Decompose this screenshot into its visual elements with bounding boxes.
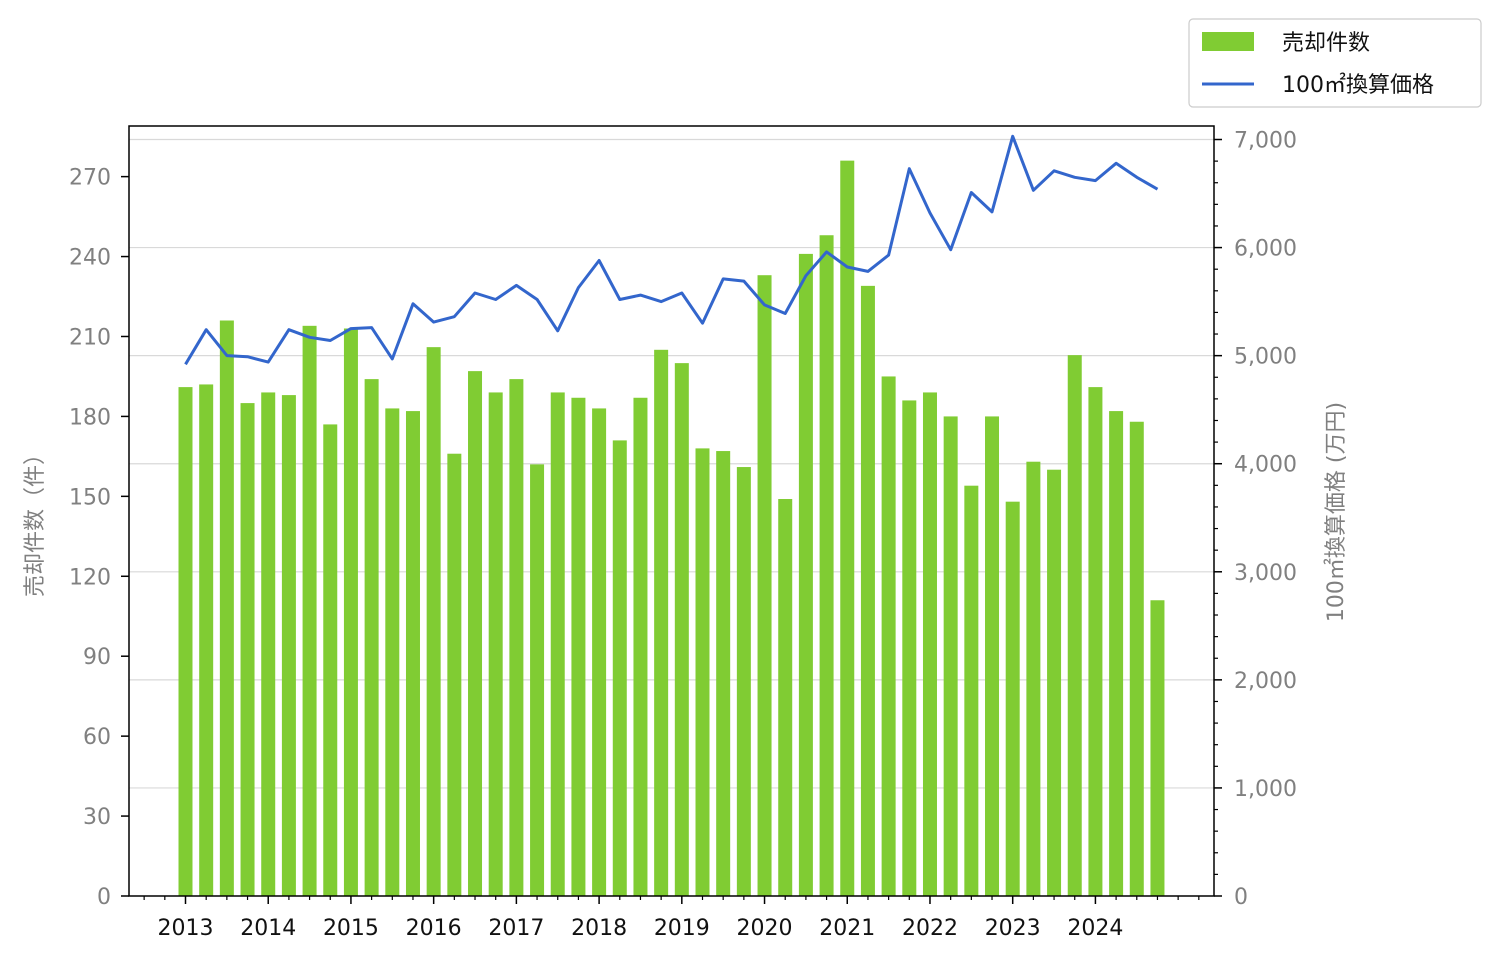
right-tick-label: 7,000 — [1234, 129, 1297, 154]
left-tick-label: 90 — [83, 645, 111, 670]
bar-series — [178, 160, 1165, 897]
bar-mark — [778, 499, 793, 896]
plot-frame — [128, 125, 1215, 897]
bar-mark — [447, 453, 462, 896]
right-tick-label: 1,000 — [1234, 777, 1297, 802]
x-tick-label: 2017 — [488, 916, 544, 941]
right-tick-label: 3,000 — [1234, 561, 1297, 586]
bar-mark — [571, 397, 586, 896]
bar-mark — [612, 440, 627, 896]
bar-mark — [757, 275, 772, 896]
left-axis: 0 30 60 90 120 150 180 210 240 270 — [69, 166, 129, 910]
left-tick-label: 0 — [97, 885, 111, 910]
x-tick-label: 2019 — [654, 916, 710, 941]
bar-mark — [1150, 600, 1165, 896]
bar-mark — [736, 467, 751, 896]
bar-mark — [364, 379, 379, 896]
bar-mark — [178, 387, 193, 896]
bar-mark — [654, 349, 669, 896]
bar-mark — [1129, 421, 1144, 896]
bar-mark — [985, 416, 1000, 896]
bar-mark — [385, 408, 400, 896]
right-tick-label: 4,000 — [1234, 453, 1297, 478]
x-tick-label: 2016 — [406, 916, 462, 941]
bar-mark — [798, 253, 813, 896]
bar-mark — [964, 485, 979, 896]
bar-mark — [550, 392, 565, 896]
x-tick-label: 2015 — [323, 916, 379, 941]
left-tick-label: 150 — [69, 485, 111, 510]
left-tick-label: 180 — [69, 405, 111, 430]
bar-mark — [1026, 461, 1041, 896]
plot-border — [128, 125, 1215, 897]
bar-mark — [1109, 411, 1124, 896]
line-series — [184, 134, 1159, 366]
x-tick-label: 2024 — [1067, 916, 1123, 941]
right-tick-label: 0 — [1234, 885, 1248, 910]
x-tick-label: 2018 — [571, 916, 627, 941]
left-tick-label: 240 — [69, 246, 111, 271]
x-tick-label: 2013 — [158, 916, 214, 941]
bar-mark — [902, 400, 917, 896]
right-tick-label: 6,000 — [1234, 237, 1297, 262]
legend-frame — [1188, 18, 1482, 108]
left-tick-label: 30 — [83, 805, 111, 830]
bar-mark — [240, 403, 255, 896]
bar-mark — [840, 160, 855, 897]
bar-mark — [468, 371, 483, 896]
left-tick-label: 270 — [69, 166, 111, 191]
right-axis-title: 100㎡換算価格 (万円) — [1323, 402, 1349, 622]
bar-mark — [592, 408, 607, 896]
bar-mark — [302, 325, 317, 896]
legend-label-line: 100㎡換算価格 — [1282, 72, 1434, 98]
legend-label-bar: 売却件数 — [1282, 31, 1370, 56]
x-tick-label: 2022 — [902, 916, 958, 941]
right-tick-label: 2,000 — [1234, 669, 1297, 694]
bar-mark — [819, 235, 834, 896]
bar-mark — [1005, 501, 1020, 896]
bar-mark — [343, 328, 358, 897]
x-tick-label: 2014 — [240, 916, 296, 941]
bar-mark — [695, 448, 710, 896]
right-axis: 0 1,000 2,000 3,000 4,000 5,000 6,000 7,000 — [1214, 129, 1297, 910]
bar-mark — [881, 376, 896, 896]
x-axis: 2013 2014 2015 2016 2017 2018 2019 2020 2021 2022… — [143, 896, 1200, 941]
x-tick-label: 2021 — [819, 916, 875, 941]
legend-swatch-bar — [1202, 32, 1254, 51]
bar-mark — [1088, 387, 1103, 896]
bar-mark — [323, 424, 338, 896]
x-tick-label: 2020 — [737, 916, 793, 941]
price-line — [184, 134, 1159, 366]
bar-mark — [633, 397, 648, 896]
left-tick-label: 60 — [83, 725, 111, 750]
right-tick-label: 5,000 — [1234, 345, 1297, 370]
bar-mark — [488, 392, 503, 896]
bar-mark — [509, 379, 524, 896]
left-tick-label: 120 — [69, 565, 111, 590]
bar-mark — [860, 285, 875, 897]
bar-mark — [405, 411, 420, 896]
bar-mark — [426, 347, 441, 897]
bar-mark — [261, 392, 276, 896]
legend: 売却件数 100㎡換算価格 — [1188, 18, 1482, 108]
bar-mark — [1047, 469, 1062, 896]
bar-mark — [219, 320, 234, 896]
bar-mark — [674, 363, 689, 896]
bar-mark — [530, 464, 545, 896]
bar-mark — [281, 395, 296, 896]
bar-mark — [199, 384, 214, 896]
bar-mark — [1067, 355, 1082, 896]
x-tick-label: 2023 — [985, 916, 1041, 941]
bar-mark — [943, 416, 958, 896]
left-axis-title: 売却件数（件） — [23, 443, 48, 597]
bar-mark — [922, 392, 937, 896]
left-tick-label: 210 — [69, 325, 111, 350]
bar-mark — [716, 451, 731, 896]
